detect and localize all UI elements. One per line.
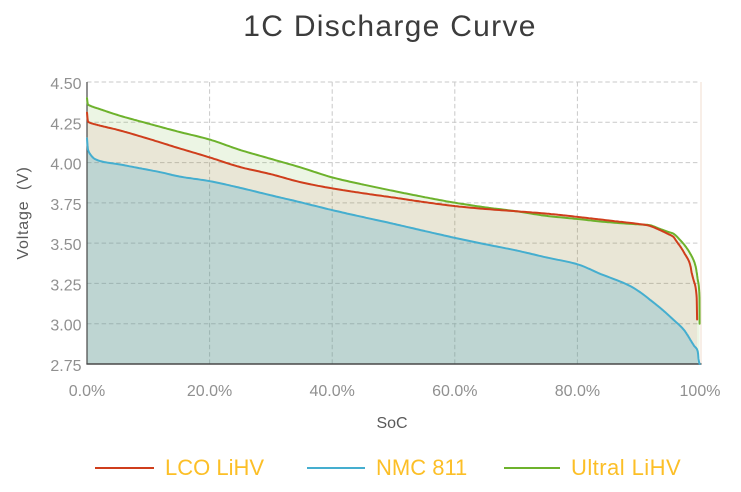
svg-text:Voltage (V): Voltage (V) — [15, 166, 32, 259]
svg-text:80.0%: 80.0% — [555, 383, 600, 400]
svg-text:100%: 100% — [680, 383, 721, 400]
svg-text:0.0%: 0.0% — [69, 383, 105, 400]
svg-text:20.0%: 20.0% — [187, 383, 232, 400]
svg-text:40.0%: 40.0% — [310, 383, 355, 400]
svg-text:SoC: SoC — [376, 415, 407, 432]
svg-text:NMC 811: NMC 811 — [376, 455, 467, 480]
svg-text:1C Discharge Curve: 1C Discharge Curve — [243, 10, 537, 43]
svg-text:4.50: 4.50 — [50, 76, 81, 93]
svg-text:2.75: 2.75 — [50, 358, 81, 375]
svg-text:Ultral LiHV: Ultral LiHV — [571, 455, 681, 480]
svg-text:3.25: 3.25 — [50, 277, 81, 294]
svg-text:LCO LiHV: LCO LiHV — [165, 455, 264, 480]
svg-text:3.75: 3.75 — [50, 197, 81, 214]
svg-text:60.0%: 60.0% — [432, 383, 477, 400]
svg-text:4.25: 4.25 — [50, 116, 81, 133]
svg-text:3.50: 3.50 — [50, 237, 81, 254]
svg-text:4.00: 4.00 — [50, 157, 81, 174]
svg-text:3.00: 3.00 — [50, 318, 81, 335]
